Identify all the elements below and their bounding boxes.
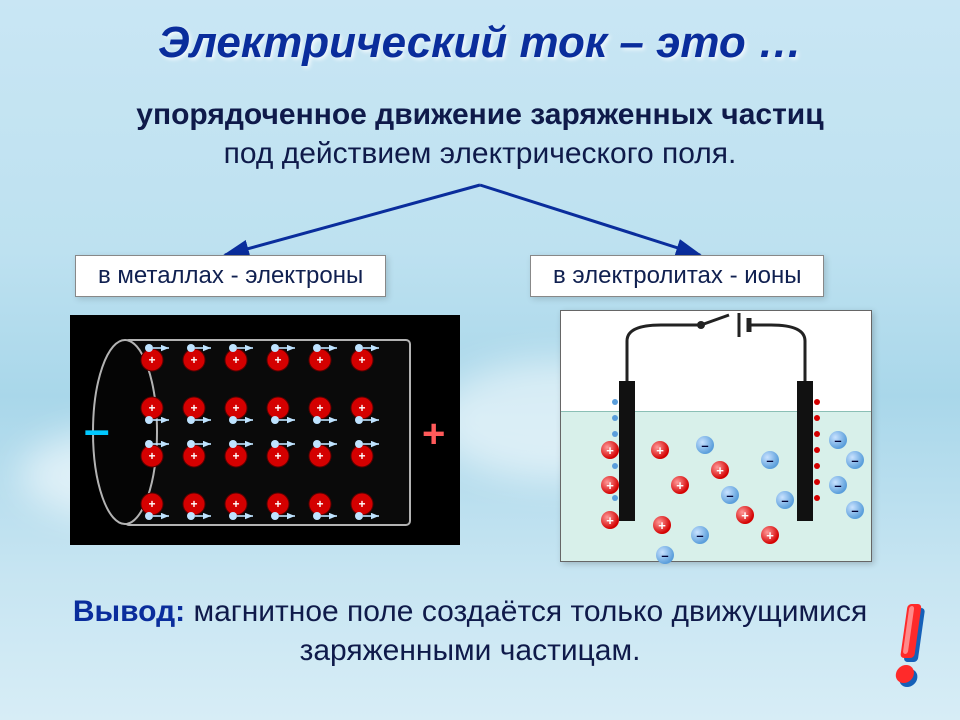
svg-text:+: + (274, 497, 281, 511)
footer-body: магнитное поле создаётся только движущим… (185, 595, 867, 667)
svg-text:+: + (232, 497, 239, 511)
anion: – (829, 431, 847, 449)
svg-text:–: – (84, 403, 110, 455)
anion: – (696, 436, 714, 454)
exclamation-icon (890, 602, 940, 692)
anion: – (829, 476, 847, 494)
svg-text:+: + (148, 497, 155, 511)
metal-diagram: – + + + + + + + + + + + + + + + + + + + + + + + + + (70, 315, 460, 545)
cation: + (711, 461, 729, 479)
subtitle-bold: упорядоченное движение заряженных частиц (136, 98, 823, 131)
cation: + (601, 511, 619, 529)
svg-text:+: + (316, 449, 323, 463)
branch-left-label: в металлах - электроны (98, 262, 363, 289)
cation: + (601, 441, 619, 459)
footer-label: Вывод: (73, 595, 185, 628)
svg-text:+: + (190, 449, 197, 463)
anion: – (761, 451, 779, 469)
svg-text:+: + (232, 449, 239, 463)
svg-text:+: + (358, 401, 365, 415)
cation: + (601, 476, 619, 494)
subtitle-rest: под действием электрического поля. (224, 137, 737, 170)
footer-text: Вывод: магнитное поле создаётся только д… (70, 592, 870, 670)
svg-text:+: + (316, 401, 323, 415)
electrolyte-diagram: +++++–––––+–––––+++ (560, 310, 872, 562)
svg-text:+: + (232, 401, 239, 415)
svg-text:+: + (316, 497, 323, 511)
electrode (797, 381, 813, 521)
svg-text:+: + (232, 353, 239, 367)
svg-text:+: + (190, 353, 197, 367)
cation: + (651, 441, 669, 459)
electrode (619, 381, 635, 521)
branch-right-box: в электролитах - ионы (530, 255, 824, 297)
branch-right-label: в электролитах - ионы (553, 262, 801, 289)
anion: – (846, 501, 864, 519)
svg-text:+: + (148, 353, 155, 367)
slide-subtitle: упорядоченное движение заряженных частиц… (60, 95, 900, 173)
cation: + (761, 526, 779, 544)
svg-text:+: + (358, 497, 365, 511)
slide: Электрический ток – это … упорядоченное … (0, 0, 960, 720)
anion: – (691, 526, 709, 544)
svg-text:+: + (422, 412, 445, 456)
anion: – (721, 486, 739, 504)
cation: + (736, 506, 754, 524)
branch-arrows (0, 175, 960, 265)
slide-title: Электрический ток – это … (0, 18, 960, 68)
svg-text:+: + (316, 353, 323, 367)
svg-text:+: + (148, 401, 155, 415)
anion: – (656, 546, 674, 564)
cation: + (671, 476, 689, 494)
svg-text:+: + (358, 353, 365, 367)
svg-text:+: + (274, 353, 281, 367)
svg-text:+: + (148, 449, 155, 463)
anion: – (846, 451, 864, 469)
cation: + (653, 516, 671, 534)
svg-text:+: + (358, 449, 365, 463)
anion: – (776, 491, 794, 509)
branch-left-box: в металлах - электроны (75, 255, 386, 297)
svg-text:+: + (190, 401, 197, 415)
svg-text:+: + (190, 497, 197, 511)
svg-text:+: + (274, 449, 281, 463)
svg-text:+: + (274, 401, 281, 415)
